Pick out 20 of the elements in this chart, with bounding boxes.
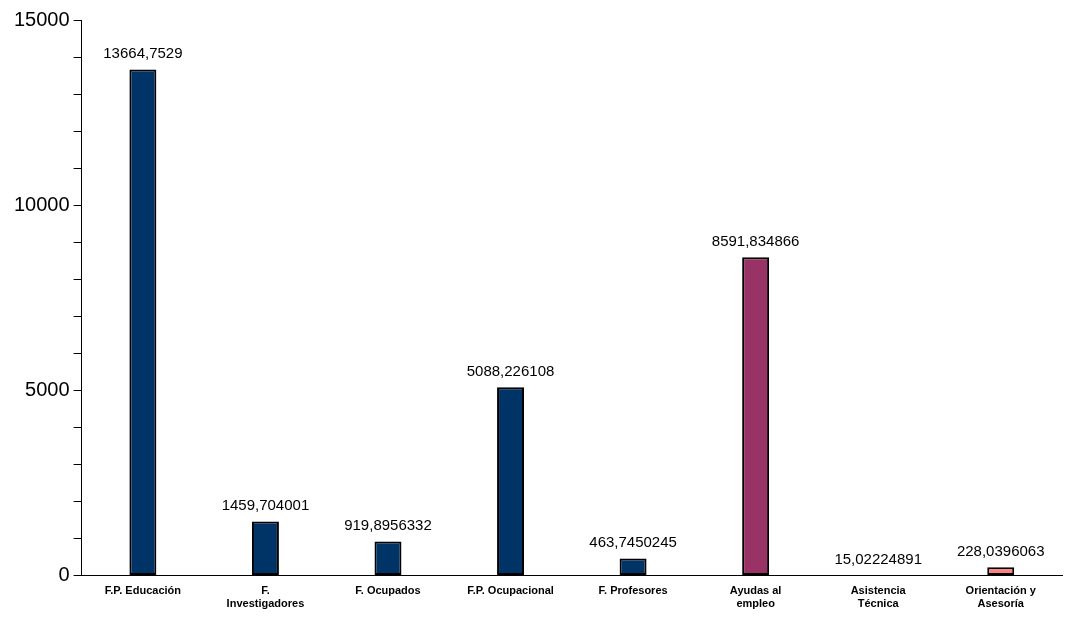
data-label: 463,7450245 xyxy=(589,533,677,551)
data-label: 15,02224891 xyxy=(834,549,922,567)
x-tick-label: F.P. Ocupacional xyxy=(467,584,554,597)
x-tick-label: F. Ocupados xyxy=(355,584,421,597)
x-tick-label: Orientación y Asesoría xyxy=(965,584,1037,610)
y-tick-label: 10000 xyxy=(13,192,70,215)
data-label: 919,8956332 xyxy=(344,516,432,534)
x-tick-label: F. Profesores xyxy=(598,584,668,597)
y-tick-label: 15000 xyxy=(13,7,70,30)
data-label: 228,0396063 xyxy=(956,541,1045,559)
data-label: 8591,834866 xyxy=(711,232,800,249)
x-tick-label: F. Investigadores xyxy=(226,584,305,610)
data-label: 5088,226108 xyxy=(466,361,555,379)
data-label: 1459,704001 xyxy=(221,496,310,514)
x-tick-label: Ayudas al empleo xyxy=(729,584,782,610)
x-tick-label: Asistencia Técnica xyxy=(850,584,907,610)
x-tick-label: F.P. Educación xyxy=(104,584,182,597)
data-label: 13664,7529 xyxy=(103,44,183,62)
y-tick-label: 5000 xyxy=(25,377,70,400)
y-tick-label: 0 xyxy=(58,563,70,586)
